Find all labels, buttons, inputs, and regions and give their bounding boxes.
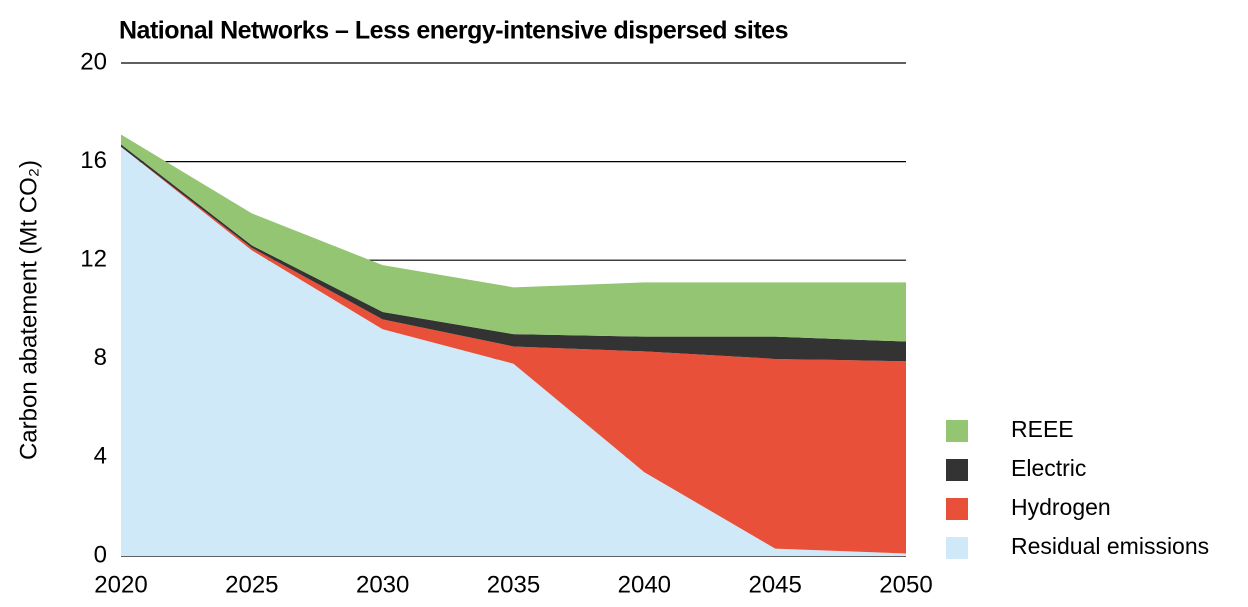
area: [121, 146, 906, 554]
area: [121, 134, 906, 342]
legend-swatch: [946, 498, 968, 520]
x-tick-label: 2050: [879, 571, 932, 598]
legend-label: REEE: [1011, 416, 1074, 442]
x-tick-label: 2025: [225, 571, 278, 598]
areas: [121, 134, 906, 556]
x-tick-label: 2045: [748, 571, 801, 598]
y-axis-label: Carbon abatement (Mt CO₂): [15, 160, 42, 460]
y-tick-label: 4: [94, 443, 107, 470]
legend-swatch: [946, 459, 968, 481]
area: [121, 144, 906, 362]
y-tick-label: 16: [80, 147, 107, 174]
y-tick-label: 20: [80, 48, 107, 75]
area: [121, 146, 906, 556]
y-tick-label: 0: [94, 541, 107, 568]
legend-swatch: [946, 537, 968, 559]
x-tick-label: 2035: [487, 571, 540, 598]
x-tick-label: 2020: [94, 571, 147, 598]
x-tick-label: 2040: [618, 571, 671, 598]
legend-label: Hydrogen: [1011, 494, 1111, 520]
legend-swatch: [946, 420, 968, 442]
y-tick-label: 8: [94, 344, 107, 371]
y-tick-label: 12: [80, 246, 107, 273]
legend-label: Residual emissions: [1011, 533, 1209, 559]
chart-title: National Networks – Less energy-intensiv…: [119, 17, 788, 45]
x-tick-label: 2030: [356, 571, 409, 598]
legend-label: Electric: [1011, 455, 1086, 481]
